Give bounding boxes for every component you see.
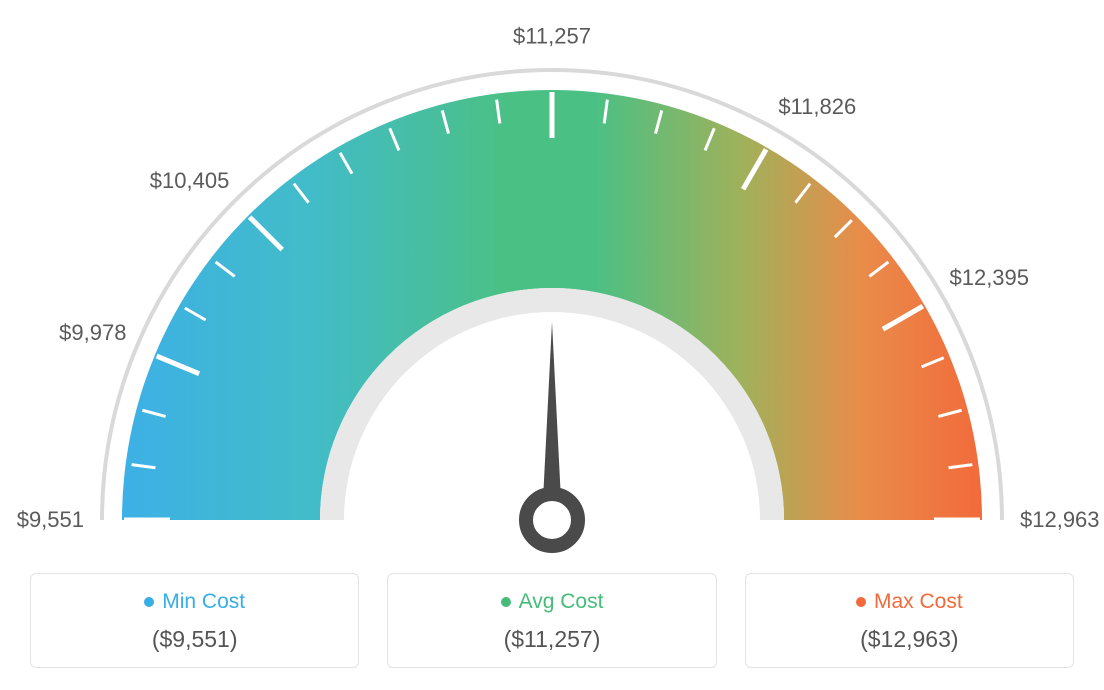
cost-gauge: $9,551$9,978$10,405$11,257$11,826$12,395… [0,0,1104,560]
legend-value-avg: ($11,257) [398,626,705,653]
legend-value-max: ($12,963) [756,626,1063,653]
legend-card-avg: Avg Cost ($11,257) [387,573,716,668]
legend-title-avg: Avg Cost [501,590,604,614]
dot-icon [144,597,154,607]
legend-label: Min Cost [162,590,245,614]
dot-icon [856,597,866,607]
legend-label: Max Cost [874,590,963,614]
legend-value-min: ($9,551) [41,626,348,653]
legend-title-max: Max Cost [856,590,963,614]
legend-card-max: Max Cost ($12,963) [745,573,1074,668]
legend: Min Cost ($9,551) Avg Cost ($11,257) Max… [0,573,1104,668]
legend-title-min: Min Cost [144,590,245,614]
dot-icon [501,597,511,607]
legend-card-min: Min Cost ($9,551) [30,573,359,668]
legend-label: Avg Cost [519,590,604,614]
